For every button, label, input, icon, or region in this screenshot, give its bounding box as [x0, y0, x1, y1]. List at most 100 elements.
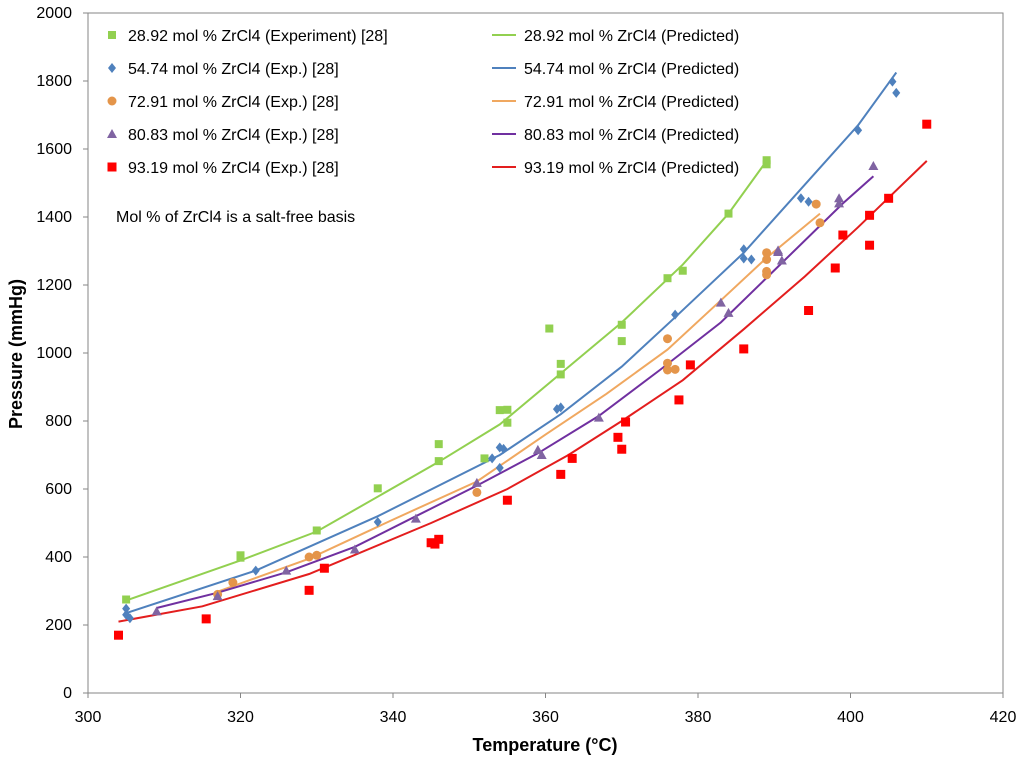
data-point — [503, 418, 512, 427]
y-tick-label: 2000 — [36, 5, 72, 22]
data-point — [613, 432, 623, 442]
data-point — [776, 255, 787, 265]
data-point — [815, 218, 825, 228]
data-point — [671, 309, 680, 320]
data-point — [739, 344, 749, 354]
data-point — [556, 370, 565, 379]
legend-marker — [107, 96, 117, 106]
data-point — [773, 247, 784, 257]
data-point — [617, 320, 626, 329]
data-point — [312, 526, 321, 535]
data-point — [304, 585, 314, 595]
data-point — [617, 337, 626, 346]
data-point — [281, 565, 292, 575]
predicted-line — [217, 212, 821, 593]
legend-label: 93.19 mol % ZrCl4 (Exp.) [28] — [128, 160, 339, 177]
legend-label: 80.83 mol % ZrCl4 (Exp.) [28] — [128, 127, 339, 144]
y-tick-label: 200 — [45, 617, 72, 634]
data-point — [480, 454, 489, 463]
data-point — [312, 550, 322, 560]
data-point — [811, 199, 821, 209]
y-tick-label: 1200 — [36, 277, 72, 294]
data-point — [495, 462, 504, 473]
data-point — [762, 156, 771, 165]
data-point — [670, 364, 680, 374]
x-tick-label: 400 — [837, 709, 864, 726]
data-point — [228, 578, 238, 587]
y-tick-label: 1000 — [36, 345, 72, 362]
data-point — [201, 614, 211, 624]
data-point — [114, 630, 123, 640]
data-point — [556, 469, 566, 479]
data-point — [739, 253, 748, 264]
data-point — [834, 198, 845, 208]
data-point — [410, 513, 421, 523]
x-tick-label: 340 — [380, 709, 407, 726]
data-point — [715, 297, 726, 307]
data-point — [888, 76, 897, 87]
legend-marker — [107, 162, 117, 172]
data-point — [804, 306, 814, 315]
data-point — [678, 266, 687, 275]
data-point — [545, 324, 554, 333]
data-point — [122, 595, 131, 604]
legend-marker — [108, 63, 116, 73]
data-point — [723, 307, 734, 317]
legend-marker — [108, 31, 116, 39]
legend-label: 54.74 mol % ZrCl4 (Exp.) [28] — [128, 61, 339, 78]
data-point — [430, 539, 440, 549]
data-point — [868, 161, 879, 170]
data-point — [663, 334, 672, 344]
data-point — [674, 395, 684, 405]
data-point — [884, 193, 894, 203]
data-point — [685, 360, 695, 370]
data-point — [834, 193, 845, 203]
data-point — [319, 563, 329, 573]
data-point — [854, 125, 863, 136]
x-tick-label: 420 — [990, 709, 1017, 726]
data-point — [373, 516, 382, 527]
data-point — [236, 553, 245, 562]
data-point — [536, 450, 547, 459]
x-tick-label: 360 — [532, 709, 559, 726]
data-point — [892, 87, 901, 98]
data-point — [495, 406, 504, 415]
data-point — [567, 453, 577, 463]
data-point — [762, 248, 772, 258]
data-point — [830, 263, 840, 273]
data-point — [663, 358, 672, 368]
y-tick-label: 800 — [45, 413, 72, 430]
data-point — [373, 484, 382, 493]
data-point — [663, 365, 672, 375]
legend-label: 72.91 mol % ZrCl4 (Predicted) — [524, 94, 739, 111]
data-point — [739, 244, 748, 255]
y-tick-label: 600 — [45, 481, 72, 498]
data-point — [922, 119, 932, 129]
data-point — [503, 405, 512, 414]
data-point — [471, 477, 482, 487]
data-point — [724, 209, 733, 218]
x-axis-title: Temperature (°C) — [473, 735, 618, 755]
data-point — [865, 210, 875, 220]
data-point — [762, 255, 772, 264]
data-point — [663, 274, 672, 283]
data-point — [151, 606, 162, 616]
legend-label: 72.91 mol % ZrCl4 (Exp.) [28] — [128, 94, 339, 111]
chart-note: Mol % of ZrCl4 is a salt-free basis — [116, 209, 355, 226]
data-point — [804, 196, 813, 207]
data-point — [125, 613, 134, 624]
predicted-lines — [118, 71, 928, 623]
data-point — [488, 453, 497, 464]
legend-label: 54.74 mol % ZrCl4 (Predicted) — [524, 61, 739, 78]
data-point — [747, 254, 756, 265]
data-point — [472, 487, 482, 497]
data-point — [796, 193, 805, 204]
data-point — [556, 402, 565, 413]
data-point — [349, 544, 360, 554]
data-point — [251, 565, 260, 576]
x-tick-label: 300 — [75, 709, 102, 726]
data-point — [617, 444, 627, 454]
data-point — [532, 444, 543, 454]
predicted-line — [125, 160, 768, 602]
